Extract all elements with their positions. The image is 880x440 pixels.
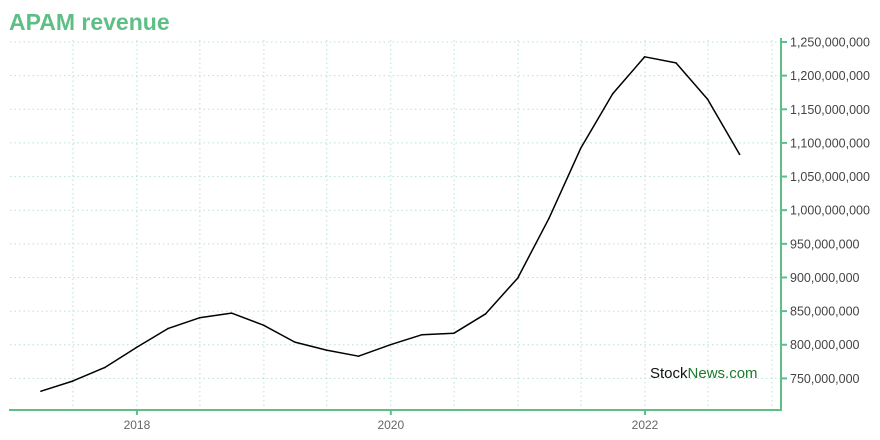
data-point <box>71 380 74 382</box>
y-tick-label: 750,000,000 <box>790 372 860 386</box>
tick-labels: 750,000,000 800,000,000 850,000,000 900,000… <box>124 36 870 432</box>
y-tick-label: 1,100,000,000 <box>790 136 870 150</box>
y-tick-label: 1,050,000,000 <box>790 170 870 184</box>
grid <box>10 40 781 410</box>
watermark-logo: StockNews.com <box>650 365 758 383</box>
data-point <box>706 98 709 100</box>
x-tick-label: 2018 <box>124 418 151 432</box>
y-tick-label: 1,000,000,000 <box>790 204 870 218</box>
data-point <box>421 333 423 336</box>
data-point <box>198 317 201 319</box>
data-point <box>325 349 328 351</box>
data-point <box>579 147 582 150</box>
revenue-series-line <box>40 56 741 392</box>
y-tick-label: 1,200,000,000 <box>790 69 870 83</box>
y-tick-label: 1,150,000,000 <box>790 103 870 117</box>
data-point <box>357 355 360 357</box>
data-point <box>389 343 392 346</box>
y-tick-label: 950,000,000 <box>790 237 860 251</box>
data-point <box>516 277 519 279</box>
y-tick-label: 850,000,000 <box>790 305 860 319</box>
x-tick-label: 2020 <box>377 418 404 432</box>
data-point <box>40 390 42 392</box>
chart-title: APAM revenue <box>9 9 170 35</box>
data-point <box>548 217 550 220</box>
data-point <box>738 153 741 156</box>
data-point <box>484 313 487 315</box>
data-point <box>167 327 169 330</box>
data-point <box>675 62 677 64</box>
y-tick-label: 900,000,000 <box>790 271 860 285</box>
x-tick-label: 2022 <box>632 418 659 432</box>
axes <box>9 38 787 415</box>
data-point <box>230 312 233 314</box>
data-point <box>262 324 265 327</box>
data-point <box>643 56 646 58</box>
data-point <box>294 341 296 343</box>
data-point <box>611 93 614 95</box>
y-tick-label: 1,250,000,000 <box>790 36 870 50</box>
watermark-news: News <box>687 365 726 382</box>
series-layer <box>40 56 741 392</box>
y-tick-label: 800,000,000 <box>790 338 860 352</box>
data-point <box>452 332 455 335</box>
data-point <box>103 366 106 369</box>
data-point <box>135 346 138 349</box>
watermark-com: .com <box>725 365 758 382</box>
watermark-stock: Stock <box>650 365 688 382</box>
